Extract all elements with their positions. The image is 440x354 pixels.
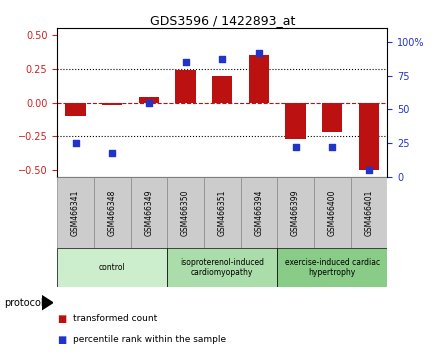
Bar [57, 248, 167, 287]
Text: GSM466348: GSM466348 [108, 189, 117, 236]
Text: protocol: protocol [4, 298, 44, 308]
Polygon shape [42, 296, 53, 310]
Point [292, 144, 299, 150]
Bar [314, 177, 351, 248]
Bar [176, 70, 196, 103]
Bar [139, 97, 159, 103]
Bar [277, 248, 387, 287]
Bar [66, 103, 86, 116]
Bar [212, 76, 232, 103]
Point [72, 141, 79, 146]
Text: GSM466394: GSM466394 [254, 189, 264, 236]
Point [182, 59, 189, 65]
Text: GSM466350: GSM466350 [181, 189, 190, 236]
Point [219, 57, 226, 62]
Text: ■: ■ [57, 335, 66, 345]
Bar [359, 103, 379, 170]
Text: GSM466400: GSM466400 [328, 189, 337, 236]
Bar [94, 177, 131, 248]
Bar [249, 55, 269, 103]
Bar [57, 177, 94, 248]
Bar [241, 177, 277, 248]
Text: exercise-induced cardiac
hypertrophy: exercise-induced cardiac hypertrophy [285, 258, 380, 277]
Text: GSM466399: GSM466399 [291, 189, 300, 236]
Bar [351, 177, 387, 248]
Text: ■: ■ [57, 314, 66, 324]
Point [365, 167, 372, 173]
Bar [167, 248, 277, 287]
Text: GSM466349: GSM466349 [144, 189, 154, 236]
Bar [204, 177, 241, 248]
Bar [277, 177, 314, 248]
Bar [167, 177, 204, 248]
Title: GDS3596 / 1422893_at: GDS3596 / 1422893_at [150, 14, 295, 27]
Point [255, 50, 262, 56]
Point [329, 144, 336, 150]
Text: transformed count: transformed count [73, 314, 157, 323]
Text: control: control [99, 263, 125, 272]
Text: GSM466401: GSM466401 [364, 189, 374, 236]
Text: isoproterenol-induced
cardiomyopathy: isoproterenol-induced cardiomyopathy [180, 258, 264, 277]
Point [145, 100, 152, 105]
Text: percentile rank within the sample: percentile rank within the sample [73, 335, 226, 344]
Text: GSM466351: GSM466351 [218, 189, 227, 236]
Point [109, 150, 116, 155]
Bar [322, 103, 342, 132]
Text: GSM466341: GSM466341 [71, 189, 80, 236]
Bar [286, 103, 306, 139]
Bar [131, 177, 167, 248]
Bar [102, 103, 122, 105]
